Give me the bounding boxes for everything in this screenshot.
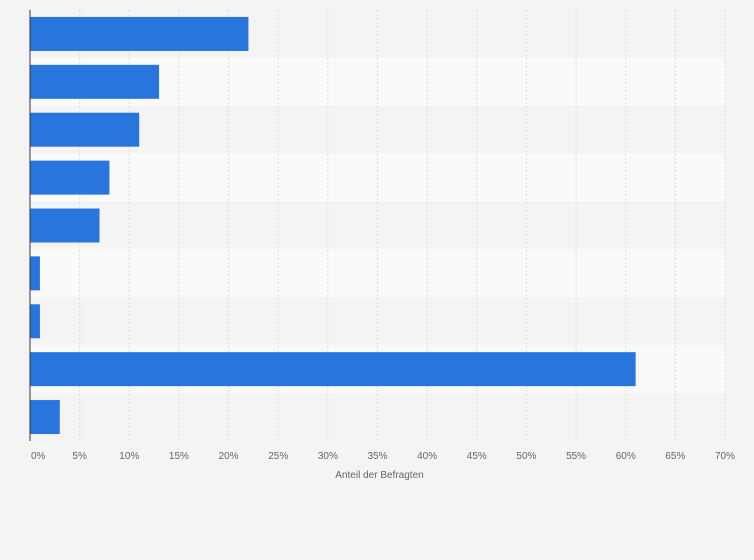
x-tick-label: 5% (72, 451, 87, 462)
x-tick-label: 40% (417, 451, 437, 462)
bar (30, 400, 60, 435)
row-band (30, 153, 725, 202)
x-tick-label: 65% (665, 451, 685, 462)
bar (30, 160, 110, 195)
x-tick-label: 0% (31, 451, 46, 462)
x-axis-title: Anteil der Befragten (335, 470, 423, 481)
bar (30, 256, 40, 291)
x-tick-labels: 0% 5% 10% 15% 20% 25% 30% 35% 40% 45% 50% 55% 60% 65%… (31, 451, 735, 462)
x-tick-label: 25% (268, 451, 288, 462)
bar (30, 16, 249, 51)
x-tick-label: 10% (119, 451, 139, 462)
x-tick-label: 15% (169, 451, 189, 462)
row-band (30, 201, 725, 250)
x-tick-label: 70% (715, 451, 735, 462)
x-tick-label: 30% (318, 451, 338, 462)
bar (30, 208, 100, 243)
x-tick-label: 35% (367, 451, 387, 462)
row-band (30, 393, 725, 441)
x-tick-label: 50% (516, 451, 536, 462)
bar (30, 64, 160, 99)
row-band (30, 105, 725, 154)
row-band (30, 297, 725, 346)
bars (30, 16, 636, 435)
bar (30, 112, 140, 147)
x-tick-label: 55% (566, 451, 586, 462)
x-tick-label: 45% (467, 451, 487, 462)
x-tick-label: 20% (219, 451, 239, 462)
x-tick-label: 60% (616, 451, 636, 462)
bar (30, 304, 40, 339)
bar (30, 352, 636, 387)
row-band (30, 249, 725, 298)
